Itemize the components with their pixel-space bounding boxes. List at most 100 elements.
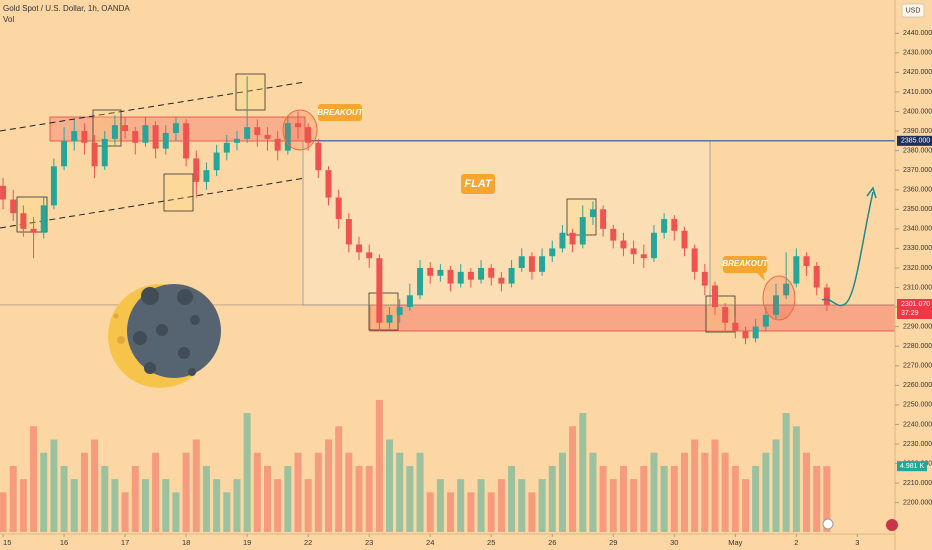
candle-body — [325, 170, 332, 198]
candle-body — [50, 166, 57, 206]
volume-bar — [152, 452, 160, 532]
volume-bar — [355, 465, 363, 532]
candle-body — [142, 125, 149, 143]
candle-body — [233, 138, 240, 143]
annotation: FLAT — [464, 178, 493, 190]
candle-body — [508, 267, 515, 284]
volume-bar — [345, 452, 353, 532]
volume-bar — [40, 452, 48, 532]
candle-body — [823, 287, 830, 305]
candle-body — [162, 133, 169, 149]
craters — [133, 287, 200, 376]
volume-bar — [416, 452, 424, 532]
volume-bar — [579, 413, 587, 532]
volume-bar — [294, 452, 302, 532]
volume-bar — [386, 439, 394, 532]
channel-lower — [0, 177, 306, 229]
volume-bar — [691, 439, 699, 532]
candle-body — [589, 209, 596, 218]
volume-bar — [558, 452, 566, 532]
y-tick-label: 2400.000 — [903, 108, 932, 115]
candle-body — [213, 152, 220, 171]
volume-bar — [304, 479, 312, 532]
volume-bar — [213, 479, 221, 532]
x-tick-label: 18 — [182, 538, 190, 547]
candle-body — [193, 158, 200, 182]
candle-body — [101, 138, 108, 167]
volume-bar — [457, 479, 465, 532]
last-price-box — [897, 298, 932, 319]
volume-bar — [223, 492, 231, 532]
volume-bar — [782, 413, 790, 532]
breakout-circle — [282, 109, 318, 151]
volume-bar — [762, 452, 770, 532]
volume-bar — [803, 452, 811, 532]
candle-body — [579, 217, 586, 245]
volume-bar — [630, 479, 638, 532]
volume-bar — [752, 465, 760, 532]
candle-body — [467, 271, 474, 280]
projection — [821, 191, 874, 307]
volume-bar — [569, 426, 577, 532]
volume-bar — [508, 465, 516, 532]
x-tick-label: 24 — [426, 538, 434, 547]
candle-body — [528, 256, 535, 272]
y-tick-label: 2240.000 — [903, 421, 932, 428]
annotation: BREAKOUT — [317, 108, 363, 117]
candle-body — [773, 295, 780, 315]
candle-body — [478, 267, 485, 280]
volume-bar — [91, 439, 99, 532]
x-tick-label: 15 — [3, 538, 11, 547]
volume-bar — [599, 465, 607, 532]
x-tick-label: 19 — [243, 538, 251, 547]
volume-bar — [314, 452, 322, 532]
x-tick-label: May — [728, 538, 742, 547]
volume-bar — [182, 452, 190, 532]
candle-body — [0, 185, 7, 200]
candle-body — [30, 228, 37, 233]
candle-body — [793, 256, 800, 284]
y-tick-label: 2200.000 — [903, 500, 932, 507]
volume-bar — [701, 452, 709, 532]
volume-bar — [609, 479, 617, 532]
y-tick-label: 2260.000 — [903, 382, 932, 389]
candle-body — [417, 267, 424, 296]
candle-body — [274, 138, 281, 151]
volume-bar — [375, 399, 383, 532]
volume-bar — [325, 439, 333, 532]
volume-bar — [731, 465, 739, 532]
candle-body — [803, 256, 810, 266]
volume-bar — [589, 452, 597, 532]
candle-body — [732, 322, 739, 331]
volume-bar — [162, 479, 170, 532]
candle-body — [254, 127, 261, 135]
volume-label: 4.981 K — [900, 463, 924, 470]
candle-body — [681, 230, 688, 249]
y-tick-label: 2340.000 — [903, 226, 932, 233]
volume-bar — [477, 479, 485, 532]
x-tick-label: 29 — [609, 538, 617, 547]
candle-body — [152, 125, 159, 149]
y-tick-label: 2210.000 — [903, 480, 932, 487]
candle-body — [356, 244, 363, 253]
volume-bar — [528, 492, 536, 532]
flag-icon — [886, 519, 898, 531]
candle-body — [447, 269, 454, 284]
candle-body — [376, 258, 383, 323]
volume-bar — [670, 465, 678, 532]
breakout-circle — [762, 275, 796, 321]
y-tick-label: 2250.000 — [903, 402, 932, 409]
candle-body — [701, 271, 708, 286]
x-tick-label: 23 — [365, 538, 373, 547]
volume-bar — [335, 426, 343, 532]
last-price-label: 2301.070 — [901, 301, 930, 308]
currency-box — [901, 3, 925, 18]
volume-bar — [121, 492, 129, 532]
volume-bar — [202, 465, 210, 532]
candle-body — [71, 131, 78, 141]
volume-bar — [101, 465, 109, 532]
candle-body — [813, 266, 820, 288]
chart-title: Gold Spot / U.S. Dollar, 1h, OANDA — [3, 4, 130, 13]
y-tick-label: 2350.000 — [903, 206, 932, 213]
candle-body — [20, 213, 27, 229]
